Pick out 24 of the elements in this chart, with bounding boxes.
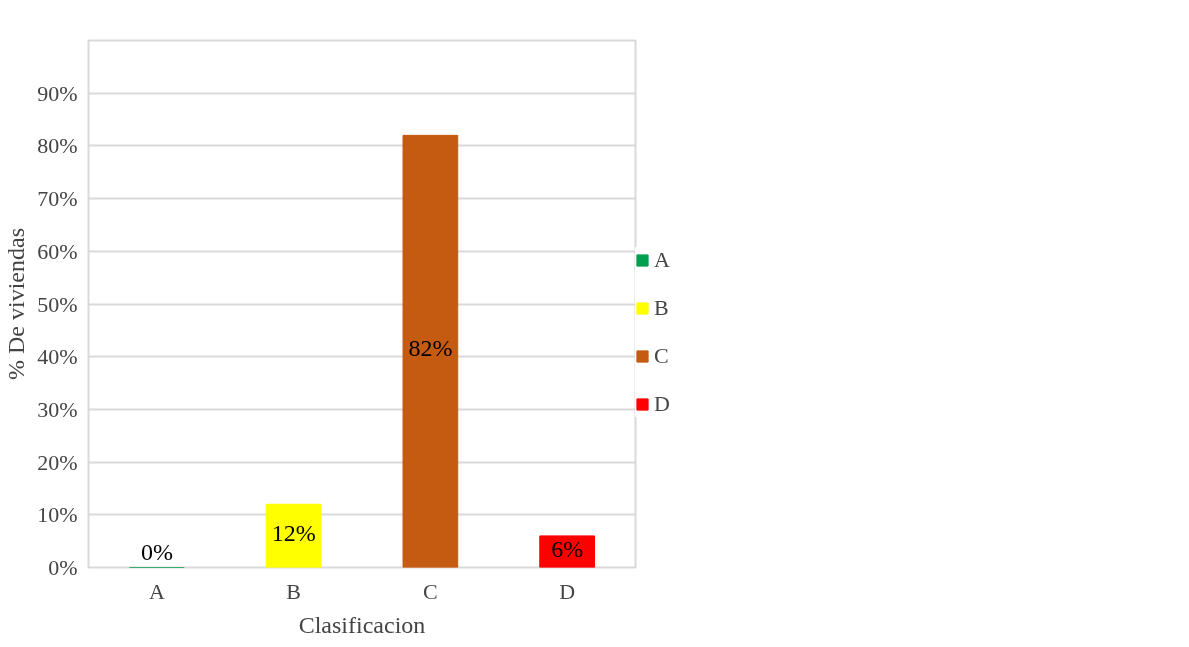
y-tick-label: 30% xyxy=(37,396,78,422)
y-tick-label: 60% xyxy=(37,238,78,264)
legend-label: C xyxy=(654,343,670,369)
x-tick-label: B xyxy=(286,578,301,604)
y-tick-label: 50% xyxy=(37,291,78,317)
x-tick-label: C xyxy=(423,578,438,604)
x-tick-label: D xyxy=(559,578,576,604)
y-tick-label: 80% xyxy=(37,133,78,159)
y-tick-label: 10% xyxy=(37,502,78,528)
text: 0% xyxy=(140,538,173,565)
x-tick-label: A xyxy=(148,578,165,604)
y-tick-label: 90% xyxy=(37,80,78,106)
legend-label: B xyxy=(654,295,670,321)
y-axis-title: % De viviendas xyxy=(3,228,30,380)
y-tick-label: 0% xyxy=(48,555,78,580)
text: 12% xyxy=(271,519,316,546)
y-tick-label: 40% xyxy=(37,344,78,370)
x-axis-title: Clasificacion xyxy=(298,611,426,638)
y-tick-label: 70% xyxy=(37,186,78,212)
legend-label: A xyxy=(654,247,671,273)
legend-label: D xyxy=(654,391,671,417)
text: 6% xyxy=(551,535,584,562)
y-tick-label: 20% xyxy=(37,449,78,475)
text: 82% xyxy=(408,335,453,362)
